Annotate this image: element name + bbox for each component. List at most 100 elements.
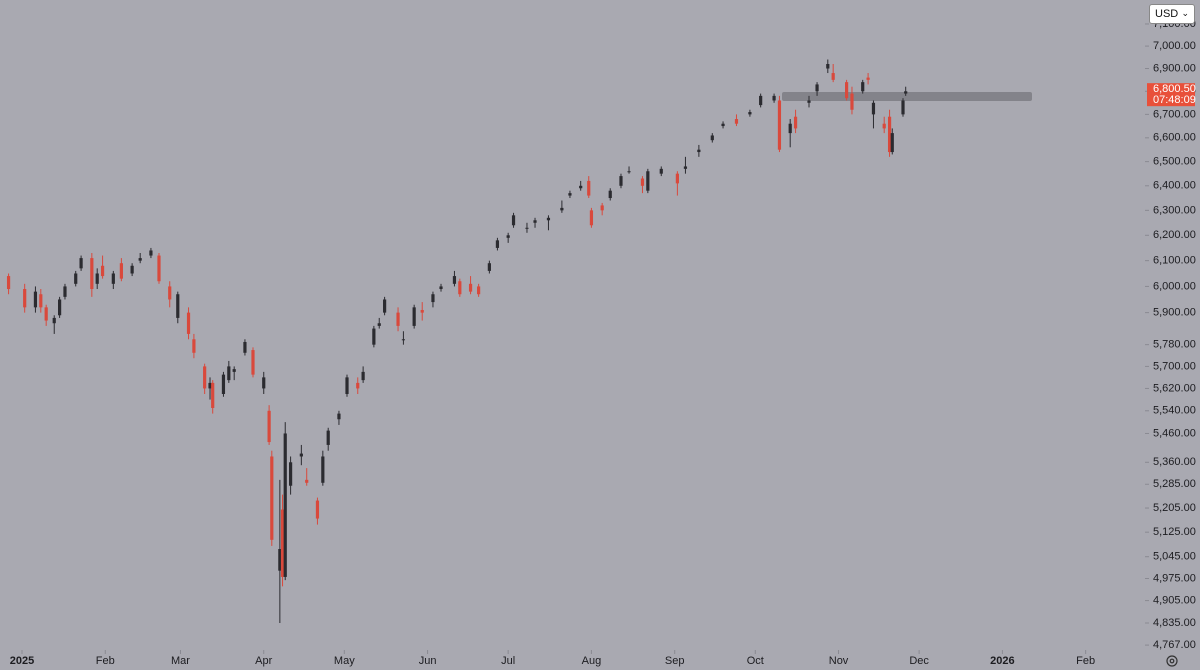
candle (315, 497, 320, 525)
candle (904, 86, 908, 96)
candle (861, 79, 865, 94)
y-tick-label: 4,975.00 (1153, 572, 1196, 584)
price-zone (782, 92, 1032, 101)
candle-body (345, 377, 349, 394)
candle-body (831, 73, 835, 80)
candle (683, 156, 688, 174)
candle-body (208, 382, 212, 389)
candle-body (321, 456, 325, 483)
candle (640, 176, 645, 194)
candle (468, 276, 473, 295)
candle (6, 273, 11, 295)
candle (345, 374, 349, 397)
last-price-label: 6,800.50 (1153, 83, 1196, 95)
y-tick-label: 4,835.00 (1153, 617, 1196, 629)
candle-body (546, 217, 551, 221)
candle-body (100, 265, 105, 277)
candle (326, 427, 330, 451)
candle (130, 263, 134, 277)
candle (243, 339, 247, 356)
candle-body (659, 168, 663, 174)
x-tick-label: Feb (1076, 655, 1095, 667)
candle (831, 64, 835, 83)
x-tick-label: Jul (501, 655, 515, 667)
candle-body (280, 509, 285, 577)
x-tick-label: Jun (419, 655, 437, 667)
candle (270, 450, 274, 546)
candle (262, 371, 266, 394)
candle-body (372, 328, 376, 345)
candle (95, 268, 99, 290)
candle-body (33, 291, 38, 308)
candle-body (815, 84, 819, 92)
candle-body (506, 235, 510, 238)
x-tick-label: Oct (747, 655, 764, 667)
y-tick-label: 5,540.00 (1153, 405, 1196, 417)
y-tick-label: 6,600.00 (1153, 132, 1196, 144)
candle (356, 377, 360, 394)
candle (710, 133, 714, 143)
settings-icon[interactable] (1166, 655, 1178, 667)
y-tick-label: 6,300.00 (1153, 204, 1196, 216)
candle (186, 307, 191, 340)
x-tick-label: Apr (255, 655, 272, 667)
candle (168, 281, 172, 308)
candle-body (710, 135, 714, 141)
candle (659, 166, 663, 177)
candle-body (861, 82, 865, 92)
candle (90, 253, 94, 297)
candle (412, 304, 416, 329)
candle-body (568, 193, 572, 196)
candle-body (511, 215, 516, 226)
candle (675, 171, 679, 196)
x-tick-label: Nov (829, 655, 849, 667)
candle-body (468, 283, 473, 292)
candle-body (495, 240, 500, 248)
candle (176, 291, 180, 324)
candle (251, 347, 255, 378)
candle (882, 116, 886, 134)
candle-body (777, 100, 782, 150)
candle (100, 255, 105, 279)
candle-body (251, 350, 255, 375)
candle (845, 79, 849, 101)
candle-body (52, 317, 56, 324)
candle (111, 270, 115, 290)
candle (33, 286, 38, 313)
candle-body (356, 382, 360, 389)
currency-select[interactable]: USD ⌄ (1149, 4, 1195, 24)
x-tick-label: Mar (171, 655, 190, 667)
candle (383, 296, 387, 316)
candle-body (383, 299, 387, 313)
y-tick-label: 5,360.00 (1153, 456, 1196, 468)
candle-body (600, 205, 604, 211)
candle-body (315, 500, 320, 519)
candle-body (39, 294, 43, 308)
candle (149, 247, 153, 259)
candle-body (289, 462, 293, 486)
candle-body (866, 77, 870, 80)
candle-body (227, 366, 231, 381)
candle (495, 237, 500, 251)
candle (305, 468, 309, 486)
candle-body (850, 93, 854, 110)
candle-body (396, 312, 400, 326)
candle (815, 82, 819, 96)
candle-body (901, 100, 905, 115)
candle-body (44, 307, 48, 321)
candle-body (845, 82, 849, 99)
candle-body (882, 123, 886, 129)
candle (44, 304, 48, 326)
candle-body (887, 116, 892, 153)
candle (267, 405, 271, 445)
candle (372, 325, 376, 348)
candle-body (533, 220, 537, 223)
candle-body (412, 307, 416, 326)
candle (890, 128, 894, 155)
candle (721, 121, 725, 129)
candle-body (627, 171, 631, 173)
candle (23, 283, 27, 313)
candle-body (420, 309, 424, 313)
candle-body (79, 258, 83, 269)
candle-body (793, 116, 798, 129)
